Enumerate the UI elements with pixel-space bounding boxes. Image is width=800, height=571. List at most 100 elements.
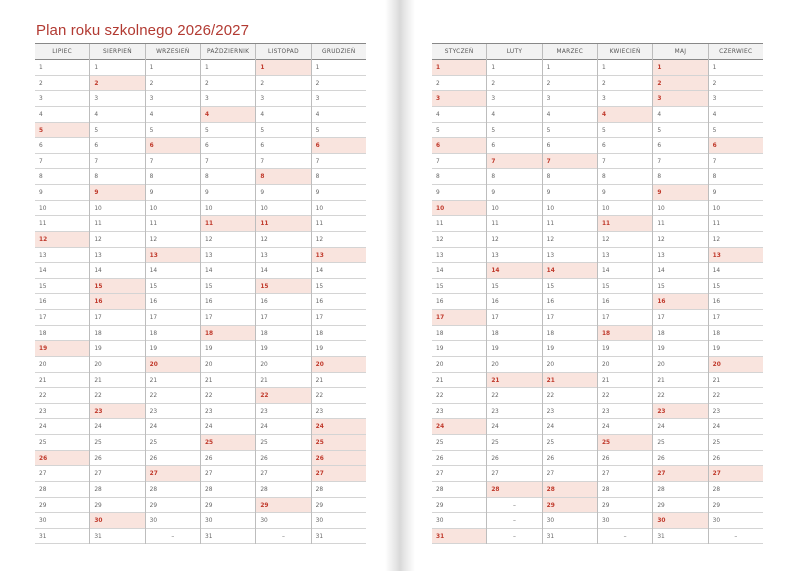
day-cell: 4 [708, 107, 763, 123]
day-cell: 5 [311, 123, 366, 139]
day-cell: 28 [200, 482, 256, 498]
day-cell-holiday: 3 [432, 91, 487, 107]
day-cell: 28 [145, 482, 200, 498]
day-cell: 21 [256, 373, 311, 389]
day-cell-holiday: 27 [145, 466, 200, 482]
day-cell-holiday: 24 [311, 419, 366, 435]
day-cell: 16 [200, 294, 256, 310]
day-cell-holiday: 1 [653, 60, 708, 76]
day-cell: 7 [35, 154, 90, 170]
day-cell-holiday: 5 [35, 122, 90, 139]
day-cell: 20 [487, 357, 542, 373]
day-cell: 4 [256, 107, 311, 123]
day-cell-holiday: 28 [487, 481, 542, 498]
day-cell-holiday: 18 [597, 325, 653, 342]
day-cell: 30 [311, 513, 366, 529]
day-cell: 8 [145, 169, 200, 185]
day-cell: 26 [597, 451, 653, 467]
day-cell: 10 [200, 201, 256, 217]
day-cell: 11 [487, 216, 542, 232]
day-cell: 31 [311, 529, 366, 545]
month-column: CZERWIEC 1 2 3 4 5 6 7 8 9 10 11 12 13 14 15 16 17 18 19 20 2… [707, 44, 763, 545]
day-cell: 10 [542, 201, 597, 217]
day-cell: 28 [35, 482, 90, 498]
day-cell: 16 [708, 294, 763, 310]
day-cell: 4 [653, 107, 708, 123]
day-cell: 7 [256, 154, 311, 170]
day-cell-holiday: 9 [90, 185, 145, 201]
day-cell: 10 [145, 201, 200, 217]
day-cell-holiday: 6 [311, 138, 366, 154]
day-cell: 21 [311, 373, 366, 389]
day-cell: 26 [90, 451, 145, 467]
day-cell: 6 [200, 138, 256, 154]
day-cell-holiday: 11 [200, 216, 256, 232]
day-cell-holiday: 14 [542, 263, 597, 279]
day-cell: 4 [35, 107, 90, 123]
day-cell: 22 [432, 388, 487, 404]
month-column: LIPIEC 1 2 3 4 5 6 7 8 9 10 11 12 13 14 15 16 17 18 19 20 21 2… [35, 44, 90, 545]
day-cell: 28 [256, 482, 311, 498]
day-cell: 5 [256, 123, 311, 139]
month-column: MAJ 1 2 3 4 5 6 7 8 9 10 11 12 13 14 15 16 17 18 19 20 21 22 23… [652, 44, 708, 545]
day-cell: 19 [432, 341, 487, 357]
day-cell: 8 [311, 169, 366, 185]
day-cell-empty: – [708, 529, 763, 545]
day-cell: 18 [90, 326, 145, 342]
day-cell: 6 [35, 138, 90, 154]
day-cell: 8 [200, 169, 256, 185]
day-cell: 6 [90, 138, 145, 154]
day-cell: 4 [90, 107, 145, 123]
day-cell: 27 [542, 466, 597, 482]
day-cell: 23 [487, 404, 542, 420]
day-cell: 5 [487, 123, 542, 139]
day-cell-holiday: 25 [200, 435, 256, 451]
day-cell: 17 [145, 310, 200, 326]
day-cell: 4 [432, 107, 487, 123]
day-cell: 11 [653, 216, 708, 232]
day-cell: 26 [145, 451, 200, 467]
day-cell: 14 [311, 263, 366, 279]
month-header: STYCZEŃ [432, 44, 487, 60]
day-cell: 31 [200, 529, 256, 545]
month-header: LIPIEC [35, 44, 90, 60]
day-cell-holiday: 4 [200, 106, 256, 123]
day-cell: 18 [708, 326, 763, 342]
day-cell-empty: – [256, 529, 311, 545]
day-cell: 25 [653, 435, 708, 451]
day-cell: 6 [542, 138, 597, 154]
day-cell-empty: – [487, 529, 542, 545]
day-cell: 26 [708, 451, 763, 467]
day-cell: 12 [487, 232, 542, 248]
day-cell: 6 [653, 138, 708, 154]
day-cell: 9 [597, 185, 653, 201]
day-cell: 11 [432, 216, 487, 232]
day-cell: 11 [708, 216, 763, 232]
day-cell: 12 [311, 232, 366, 248]
day-cell: 23 [35, 404, 90, 420]
day-cell-holiday: 26 [35, 450, 90, 467]
month-header: CZERWIEC [708, 44, 763, 60]
day-cell: 5 [653, 123, 708, 139]
month-header: KWIECIEŃ [597, 44, 653, 60]
day-cell: 5 [90, 123, 145, 139]
day-cell: 3 [311, 91, 366, 107]
day-cell: 19 [597, 341, 653, 357]
day-cell-holiday: 29 [542, 497, 597, 514]
day-cell: 25 [432, 435, 487, 451]
day-cell: 24 [35, 419, 90, 435]
day-cell: 15 [708, 279, 763, 295]
day-cell: 17 [653, 310, 708, 326]
day-cell: 11 [542, 216, 597, 232]
day-cell: 23 [200, 404, 256, 420]
day-cell-holiday: 19 [35, 341, 90, 357]
month-column: GRUDZIEŃ 1 2 3 4 5 6 7 8 9 10 11 12 13 14 15 16 17 18 19 20 2… [310, 44, 366, 545]
day-cell: 29 [311, 498, 366, 514]
day-cell: 26 [200, 451, 256, 467]
day-cell-holiday: 15 [90, 278, 145, 295]
day-cell-empty: – [597, 529, 653, 545]
month-header: MARZEC [542, 44, 597, 60]
day-cell-holiday: 25 [597, 435, 653, 451]
day-cell: 2 [542, 76, 597, 92]
day-cell-holiday: 20 [145, 356, 200, 373]
